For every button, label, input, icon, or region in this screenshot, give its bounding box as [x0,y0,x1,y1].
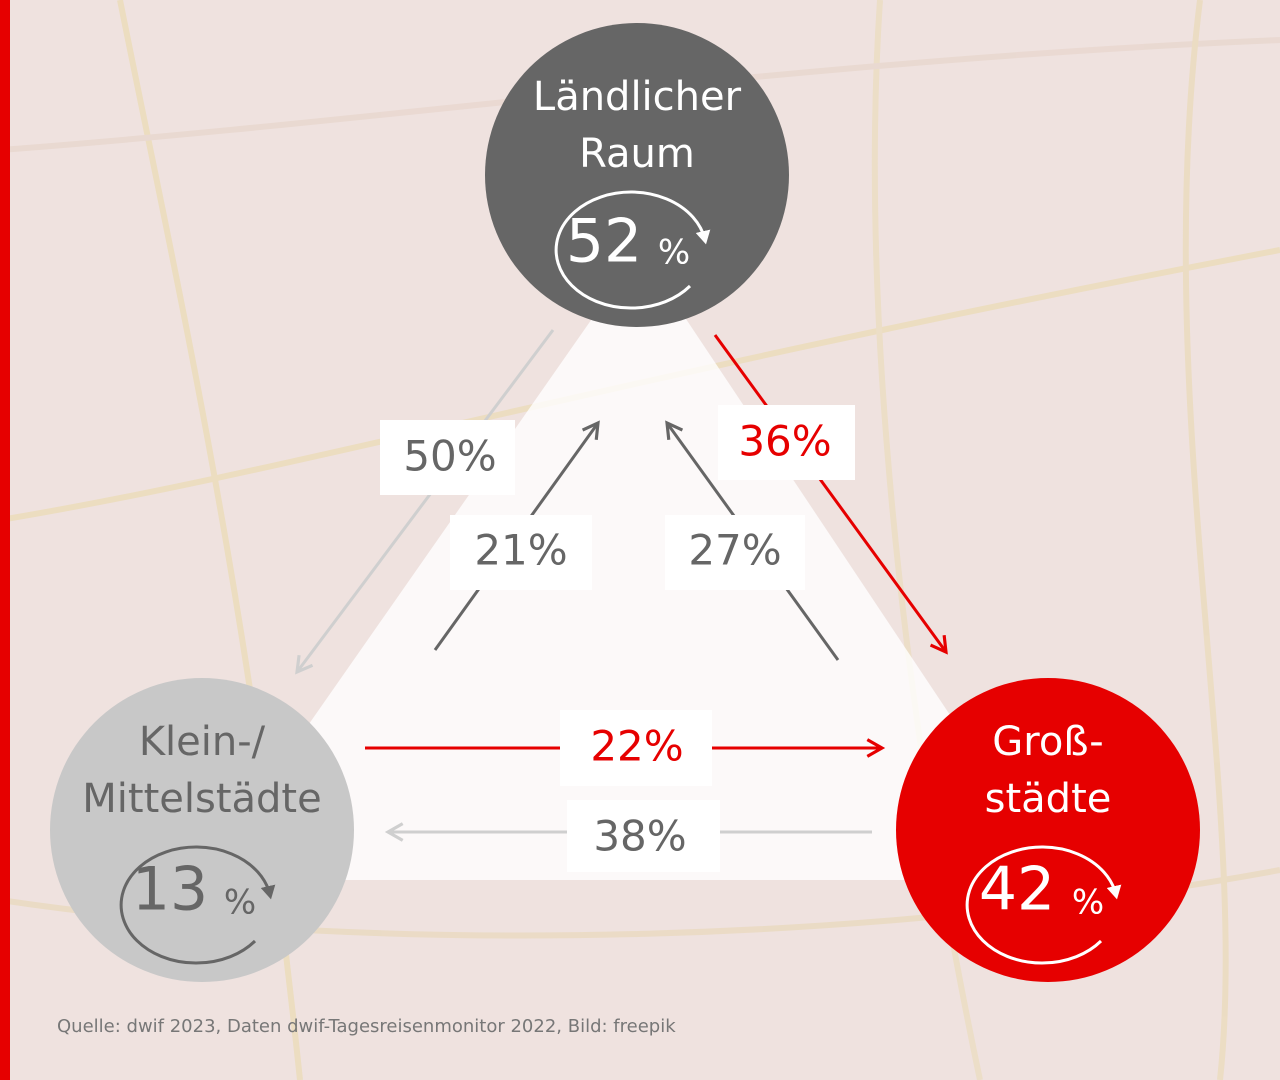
label-box [380,420,515,495]
node-share: 13 [132,855,208,925]
label-box [567,800,720,872]
arrow [295,329,555,675]
node-share: 52 [566,207,642,277]
footer: Quelle: dwif 2023, Daten dwif-Tagesreise… [57,1016,676,1037]
node-circle [50,678,354,982]
node-share: 42 [979,855,1055,925]
node-unit: % [658,233,690,273]
arrow [713,334,948,655]
node-circle [485,23,789,327]
edge-label: 22% [590,722,683,771]
node-unit: % [224,883,256,923]
node-label: Raum [579,131,695,177]
node-label: Klein-/ [139,719,266,765]
edge-label: 36% [738,417,831,466]
label-box [450,515,592,590]
triangle [200,250,1060,880]
edge-label: 38% [593,812,686,861]
edge-label: 27% [688,526,781,575]
edge-label: 50% [403,432,496,481]
node-label: Groß- [992,719,1103,765]
left-border [0,0,10,1080]
label-box [665,515,805,590]
node-label: Mittelstädte [82,776,321,822]
edge-label: 21% [474,526,567,575]
label-box [560,710,712,786]
node-unit: % [1072,883,1104,923]
cycle-icon [965,845,1122,965]
node-label: städte [985,776,1112,822]
label-box [718,405,855,480]
node-label: Ländlicher [533,74,742,120]
cycle-icon [119,845,276,965]
node-circle [896,678,1200,982]
cycle-icon [554,190,711,310]
